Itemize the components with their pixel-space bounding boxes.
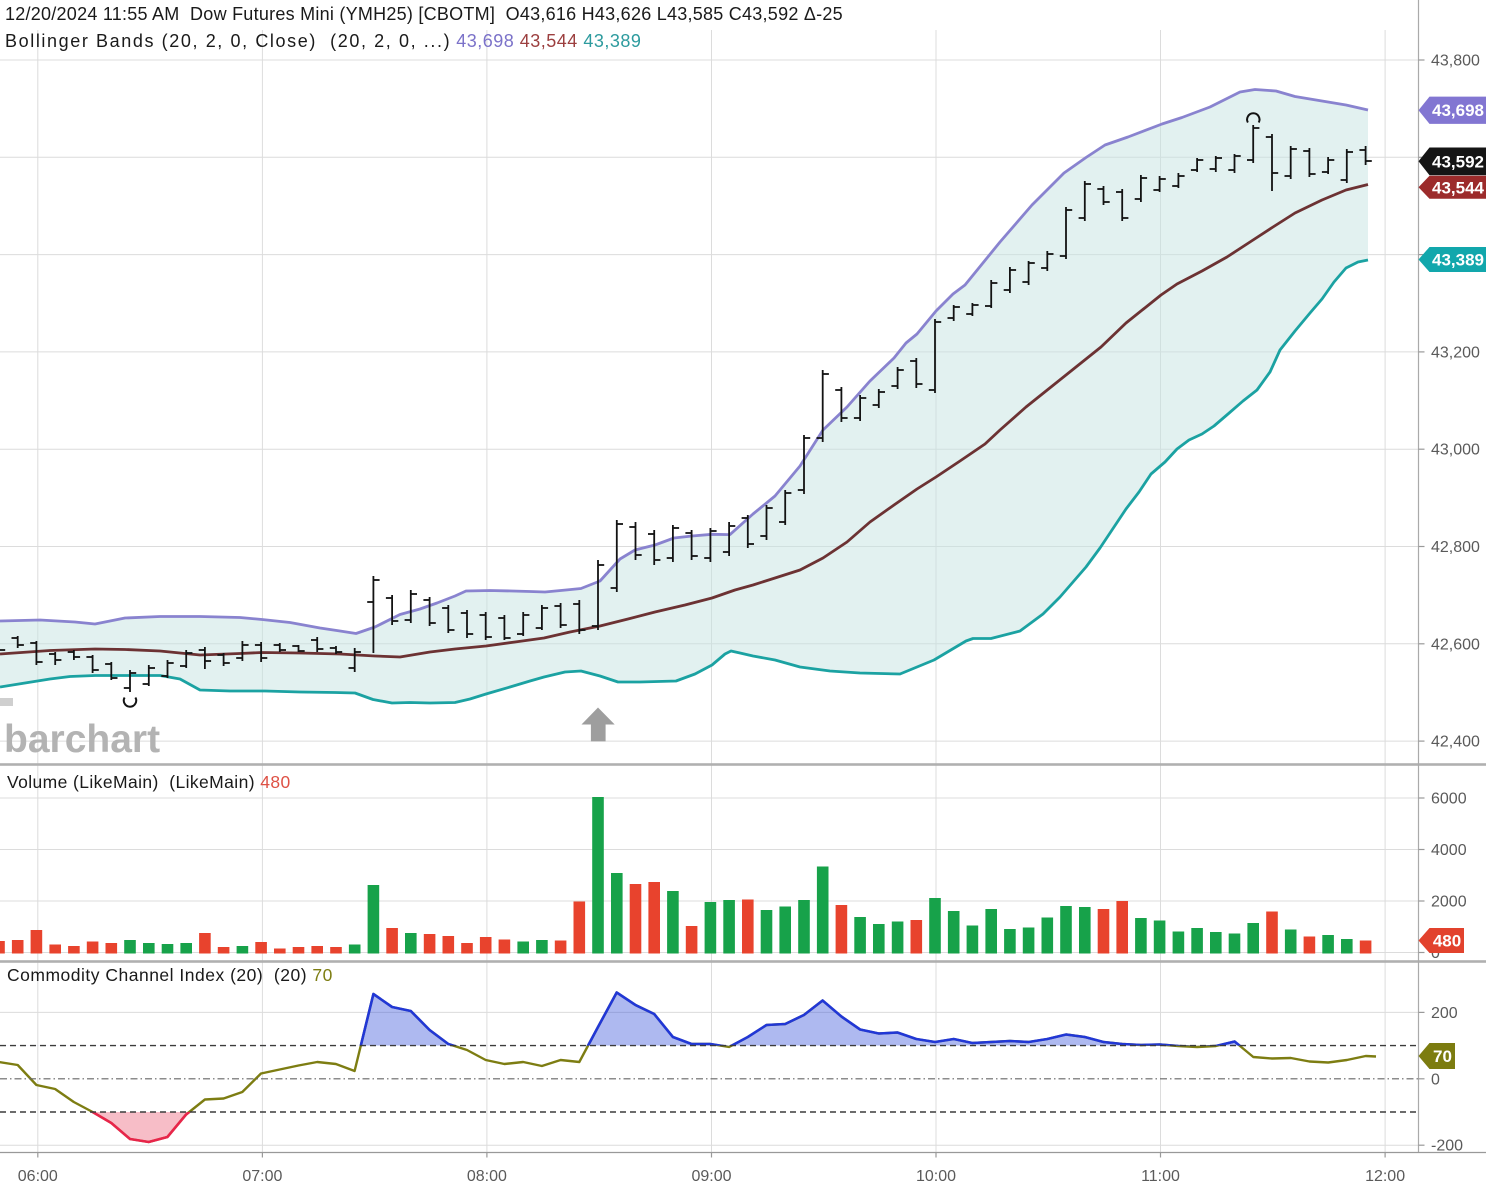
svg-text:43,389: 43,389: [1432, 251, 1484, 270]
svg-text:06:00: 06:00: [18, 1168, 58, 1185]
svg-text:43,592: 43,592: [1432, 152, 1484, 171]
svg-text:4000: 4000: [1431, 842, 1467, 859]
svg-text:43,800: 43,800: [1431, 53, 1480, 70]
svg-text:0: 0: [1431, 1071, 1440, 1088]
svg-text:07:00: 07:00: [242, 1168, 282, 1185]
svg-text:10:00: 10:00: [916, 1168, 956, 1185]
svg-text:11:00: 11:00: [1141, 1168, 1180, 1185]
svg-text:43,200: 43,200: [1431, 344, 1480, 361]
svg-text:09:00: 09:00: [691, 1168, 731, 1185]
svg-text:12/20/2024 11:55 AM Dow Futur: 12/20/2024 11:55 AM Dow Futures Mini (YM…: [5, 4, 843, 24]
svg-text:70: 70: [1433, 1047, 1452, 1066]
svg-text:6000: 6000: [1431, 791, 1467, 808]
svg-text:barchart: barchart: [4, 718, 160, 761]
svg-text:480: 480: [1433, 932, 1461, 951]
svg-text:-200: -200: [1431, 1138, 1463, 1155]
svg-text:08:00: 08:00: [467, 1168, 507, 1185]
svg-text:43,000: 43,000: [1431, 442, 1480, 459]
svg-text:43,698: 43,698: [1432, 101, 1484, 120]
svg-text:Volume (LikeMain) (LikeMain): Volume (LikeMain) (LikeMain) 480: [7, 772, 291, 792]
svg-text:12:00: 12:00: [1365, 1168, 1405, 1185]
svg-text:200: 200: [1431, 1005, 1458, 1022]
svg-text:42,800: 42,800: [1431, 539, 1480, 556]
svg-text:42,400: 42,400: [1431, 734, 1480, 751]
svg-text:Commodity Channel Index (20): Commodity Channel Index (20) (20) 70: [7, 965, 333, 985]
svg-text:Bollinger Bands (20, 2, 0, Clo: Bollinger Bands (20, 2, 0, Close) (20, 2…: [5, 31, 641, 51]
svg-text:42,600: 42,600: [1431, 636, 1480, 653]
svg-text:43,544: 43,544: [1432, 178, 1485, 197]
svg-text:0: 0: [1431, 945, 1440, 962]
svg-text:2000: 2000: [1431, 894, 1467, 911]
